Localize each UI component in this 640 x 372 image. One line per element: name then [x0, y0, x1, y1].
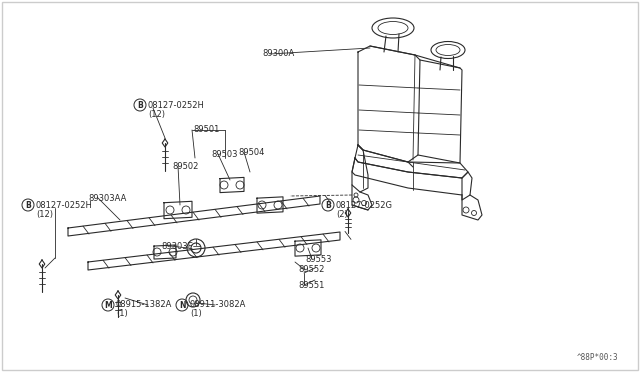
Text: 08127-0252H: 08127-0252H [36, 201, 93, 210]
Text: (2): (2) [336, 210, 348, 219]
Text: 89553: 89553 [305, 255, 332, 264]
Text: (1): (1) [190, 309, 202, 318]
Text: 89501: 89501 [193, 125, 220, 134]
Text: 89300A: 89300A [262, 49, 294, 58]
Text: ^88P*00:3: ^88P*00:3 [577, 353, 618, 362]
Text: 08915-1382A: 08915-1382A [116, 300, 172, 309]
Text: 89551: 89551 [298, 281, 324, 290]
Text: B: B [325, 201, 331, 209]
Text: (12): (12) [148, 110, 165, 119]
Text: B: B [137, 100, 143, 109]
Text: 89303E—: 89303E— [161, 242, 201, 251]
Text: M: M [104, 301, 112, 310]
Text: 89502: 89502 [172, 162, 198, 171]
Text: 08911-3082A: 08911-3082A [190, 300, 246, 309]
Text: N: N [179, 301, 185, 310]
Text: (1): (1) [116, 309, 128, 318]
Text: 89504: 89504 [238, 148, 264, 157]
Text: 89303AA: 89303AA [88, 194, 126, 203]
Text: 08127-0252G: 08127-0252G [336, 201, 393, 210]
Text: 08127-0252H: 08127-0252H [148, 101, 205, 110]
Text: B: B [25, 201, 31, 209]
Text: (12): (12) [36, 210, 53, 219]
Text: 89552: 89552 [298, 265, 324, 274]
Text: 89503: 89503 [211, 150, 237, 159]
